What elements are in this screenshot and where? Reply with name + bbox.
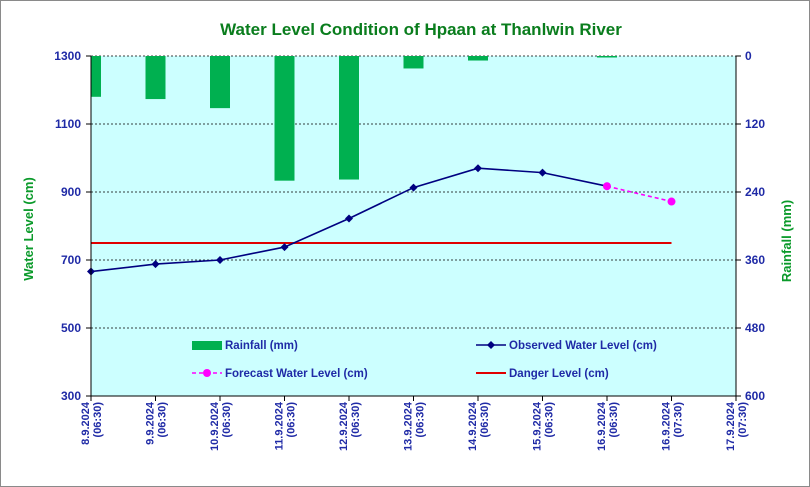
x-tick-date: 16.9.2024 [596,401,608,451]
x-tick-label: 13.9.2024 (06:30) [403,401,427,451]
x-tick-time: (06:30) [92,402,104,438]
legend-forecast-marker [203,369,211,377]
legend-observed-label: Observed Water Level (cm) [509,340,657,352]
x-tick-time: (06:30) [544,402,556,438]
observed-point [151,260,160,269]
x-tick-time: (06:30) [415,402,427,438]
left-tick-label: 700 [61,253,81,267]
x-tick-label: 11.9.2024 (06:30) [274,401,298,450]
x-tick-time: (06:30) [350,402,362,438]
x-tick-label: 16.9.2024 (06:30) [596,401,620,451]
x-tick-label: 17.9.2024 (07:30) [725,401,749,451]
forecast-point [667,197,676,206]
observed-point [345,214,353,223]
legend-danger-label: Danger Level (cm) [509,368,609,380]
rainfall-bar [91,56,101,97]
right-tick-label: 600 [745,389,765,403]
x-tick-date: 16.9.2024 [661,401,673,451]
rainfall-bar [145,56,166,100]
x-tick-time: (06:30) [286,402,298,438]
left-tick-label: 300 [61,389,81,403]
legend: Rainfall (mm) Observed Water Level (cm) … [192,340,657,380]
right-tick-label: 120 [745,117,765,131]
right-axis-title: Rainfall (mm) [779,200,794,282]
left-tick-label: 1300 [54,49,81,63]
x-tick-time: (06:30) [221,402,233,438]
x-axis-ticks: 8.9.2024 (06:30) 9.9.2024 (06:30) 10.9.2024(… [80,396,749,451]
x-tick-time: (06:30) [479,402,491,438]
x-tick-label: 16.9.2024 (07:30) [661,401,685,451]
right-axis-ticks: 600 480 360 240 120 0 [736,49,765,403]
legend-rainfall-label: Rainfall (mm) [225,340,298,352]
left-tick-label: 900 [61,185,81,199]
x-tick-time: (06:30) [157,402,169,438]
rainfall-bar [274,56,295,181]
right-tick-label: 240 [745,185,765,199]
forecast-point [603,182,611,191]
observed-point [474,164,482,173]
rainfall-bar [339,56,359,180]
x-tick-time: (07:30) [737,402,749,438]
x-tick-label: 9.9.2024 (06:30) [145,401,169,445]
left-tick-label: 1100 [55,117,81,131]
rainfall-bar [210,56,230,109]
right-tick-label: 480 [745,321,765,335]
right-tick-label: 0 [745,49,752,63]
legend-observed-marker [487,341,495,349]
x-tick-date: 15.9.2024 [532,401,544,451]
x-tick-date: 17.9.2024 [725,401,737,451]
x-tick-label: 10.9.2024 (06:30) [209,401,233,451]
rainfall-bar [468,56,488,61]
legend-rainfall-swatch [192,341,222,350]
x-tick-date: 12.9.2024 [338,401,350,451]
x-tick-date: 11.9.2024 [274,401,286,450]
line-series [87,164,676,276]
x-tick-label: 14.9.2024 (06:30) [467,401,491,451]
chart-title: Water Level Condition of Hpaan at Thanlw… [220,20,622,39]
x-tick-date: 14.9.2024 [467,401,479,451]
observed-point [409,183,418,192]
right-tick-label: 360 [745,253,765,267]
x-tick-label: 8.9.2024 (06:30) [80,401,104,445]
legend-forecast-label: Forecast Water Level (cm) [225,368,368,380]
plot-area [91,56,736,396]
x-tick-label: 15.9.2024 (06:30) [532,401,556,451]
x-tick-date: 10.9.2024 [209,401,221,451]
observed-point [280,243,289,252]
left-axis-title: Water Level (cm) [21,177,36,281]
left-tick-label: 500 [61,321,81,335]
x-tick-time: (06:30) [608,402,620,438]
observed-point [538,168,547,177]
observed-point [216,256,224,264]
x-tick-date: 13.9.2024 [403,401,415,451]
rainfall-bar [403,56,424,69]
x-tick-date: 8.9.2024 [80,401,92,445]
left-axis-ticks: 300 500 700 900 1100 1300 [54,49,91,403]
rainfall-bars [91,56,617,181]
rainfall-bar [597,56,617,58]
x-tick-date: 9.9.2024 [145,401,157,445]
x-tick-label: 12.9.2024 (06:30) [338,401,362,451]
x-tick-time: (07:30) [673,402,685,438]
